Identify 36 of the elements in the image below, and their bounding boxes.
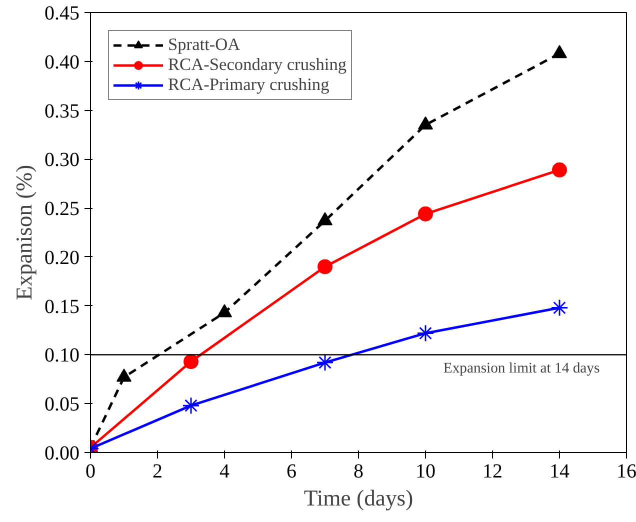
point [184,354,198,370]
x-tick-label: 2 [152,460,162,482]
y-axis-title: Expanison (%) [12,164,36,300]
legend-label: Spratt-OA [168,35,240,55]
x-tick-label: 4 [220,460,230,482]
y-tick-label: 0.25 [44,198,80,220]
y-tick-label: 0.35 [44,100,80,122]
x-tick-label: 16 [616,460,636,482]
y-tick-label: 0.45 [44,2,80,24]
point [318,259,332,274]
x-tick-label: 6 [286,460,296,482]
y-tick-label: 0.00 [44,442,80,464]
legend-label: RCA-Secondary crushing [168,55,347,75]
x-tick-label: 8 [354,460,364,482]
y-tick-label: 0.40 [44,51,80,74]
point [182,396,200,414]
ref-line-label: Expansion limit at 14 days [443,360,600,377]
legend-label: RCA-Primary crushing [168,75,330,95]
x-tick-label: 12 [482,460,502,482]
x-tick-label: 10 [416,460,436,482]
point [550,299,568,317]
point [552,162,567,178]
x-tick-label: 14 [550,460,570,482]
point [552,44,567,58]
point [418,206,433,222]
y-tick-label: 0.15 [44,296,80,318]
point [416,324,434,342]
x-axis-title: Time (days) [304,486,414,510]
point [318,212,332,226]
y-tick-label: 0.10 [44,344,80,367]
point [418,116,433,130]
point [316,354,334,372]
x-tick-label: 0 [86,460,96,482]
y-tick-label: 0.05 [44,394,80,416]
y-tick-label: 0.30 [44,149,80,172]
y-tick-label: 0.20 [44,246,80,269]
